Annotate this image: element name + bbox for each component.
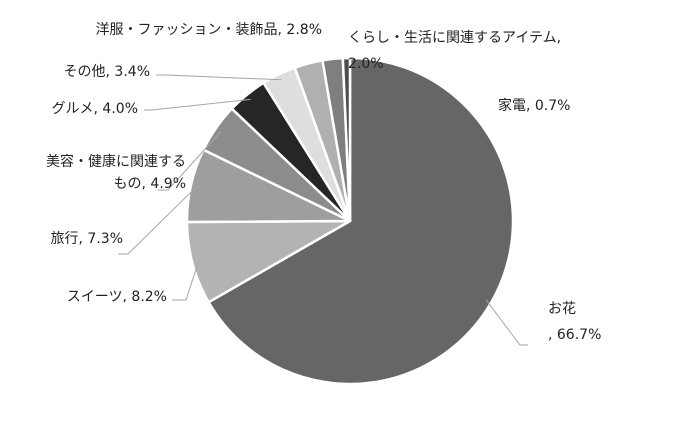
data-label-line: 2.0% bbox=[348, 56, 384, 72]
leader-line bbox=[158, 131, 222, 191]
data-label: スイーツ, 8.2% bbox=[67, 289, 167, 305]
data-label-line: 旅行, 7.3% bbox=[51, 231, 123, 247]
data-label-line: 美容・健康に関連する bbox=[46, 153, 186, 170]
pie-slices bbox=[185, 56, 515, 386]
pie-slice bbox=[207, 56, 515, 386]
data-labels: お花 , 66.7% スイーツ, 8.2% 旅行, 7.3% 美容・健康に関連するもの,… bbox=[46, 22, 601, 343]
data-label: 旅行, 7.3% bbox=[51, 231, 123, 247]
data-label-line: 洋服・ファッション・装飾品, 2.8% bbox=[96, 22, 322, 38]
data-label: お花 , 66.7% bbox=[548, 301, 601, 343]
data-label: グルメ, 4.0% bbox=[52, 101, 138, 117]
leader-line bbox=[144, 98, 251, 111]
data-label-line: くらし・生活に関連するアイテム, bbox=[348, 30, 561, 46]
data-label-line: もの, 4.9% bbox=[114, 176, 186, 192]
leader-line bbox=[156, 74, 282, 81]
data-label: 美容・健康に関連するもの, 4.9% bbox=[46, 153, 186, 192]
leader-lines bbox=[118, 74, 528, 346]
data-label-line: その他, 3.4% bbox=[64, 64, 150, 80]
data-label-line: グルメ, 4.0% bbox=[52, 101, 138, 117]
data-label-line: , 66.7% bbox=[548, 327, 601, 343]
data-label-line: スイーツ, 8.2% bbox=[67, 289, 167, 305]
data-label: 洋服・ファッション・装飾品, 2.8% bbox=[96, 22, 322, 38]
data-label: 家電, 0.7% bbox=[498, 97, 570, 114]
leader-line bbox=[485, 299, 528, 346]
data-label: くらし・生活に関連するアイテム, 2.0% bbox=[348, 30, 561, 72]
leader-line bbox=[172, 261, 199, 301]
pie-slice bbox=[341, 56, 352, 223]
data-label-line: 家電, 0.7% bbox=[498, 97, 570, 114]
data-label: その他, 3.4% bbox=[64, 64, 150, 80]
leader-line bbox=[118, 185, 198, 255]
data-label-line: お花 bbox=[548, 301, 576, 317]
